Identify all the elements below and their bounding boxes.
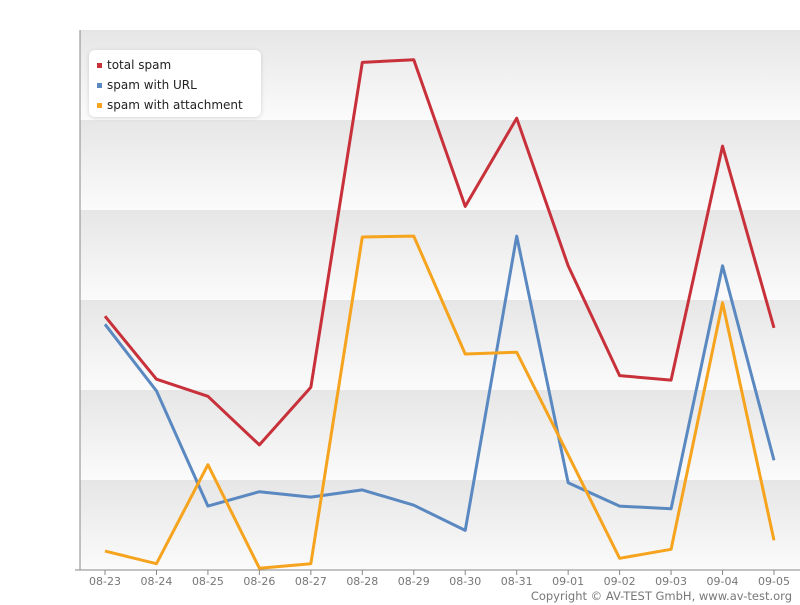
x-tick-label: 08-24 xyxy=(140,575,172,588)
series-line-0 xyxy=(103,58,776,447)
x-tick-label: 08-30 xyxy=(449,575,481,588)
x-tick-label: 08-31 xyxy=(501,575,533,588)
legend-swatch xyxy=(97,62,102,68)
legend-label: total spam xyxy=(107,58,172,72)
grid-band xyxy=(80,210,800,300)
legend-item-spam-url: spam with URL xyxy=(97,78,197,92)
x-tick-label: 08-28 xyxy=(346,575,378,588)
legend-label: spam with attachment xyxy=(107,98,243,112)
series-line-2 xyxy=(104,234,776,570)
legend-item-total-spam: total spam xyxy=(97,58,171,72)
copyright: Copyright © AV-TEST GmbH, www.av-test.or… xyxy=(530,589,792,603)
grid-band xyxy=(80,300,800,390)
legend-swatch xyxy=(97,102,102,108)
x-tick-label: 08-25 xyxy=(192,575,224,588)
x-tick-label: 09-01 xyxy=(552,575,584,588)
x-tick-label: 09-05 xyxy=(758,575,790,588)
x-tick-label: 08-29 xyxy=(398,575,430,588)
grid-band xyxy=(80,480,800,570)
legend: total spam spam with URL spam with attac… xyxy=(89,50,261,117)
legend-label: spam with URL xyxy=(107,78,197,92)
x-tick-label: 09-03 xyxy=(655,575,687,588)
legend-item-spam-attachment: spam with attachment xyxy=(97,98,243,112)
series-line-1 xyxy=(103,234,776,532)
x-tick-label: 08-27 xyxy=(295,575,327,588)
x-tick-label: 09-02 xyxy=(604,575,636,588)
x-tick-label: 09-04 xyxy=(707,575,739,588)
x-tick-label: 08-26 xyxy=(243,575,275,588)
legend-swatch xyxy=(97,82,102,88)
x-tick-label: 08-23 xyxy=(89,575,121,588)
